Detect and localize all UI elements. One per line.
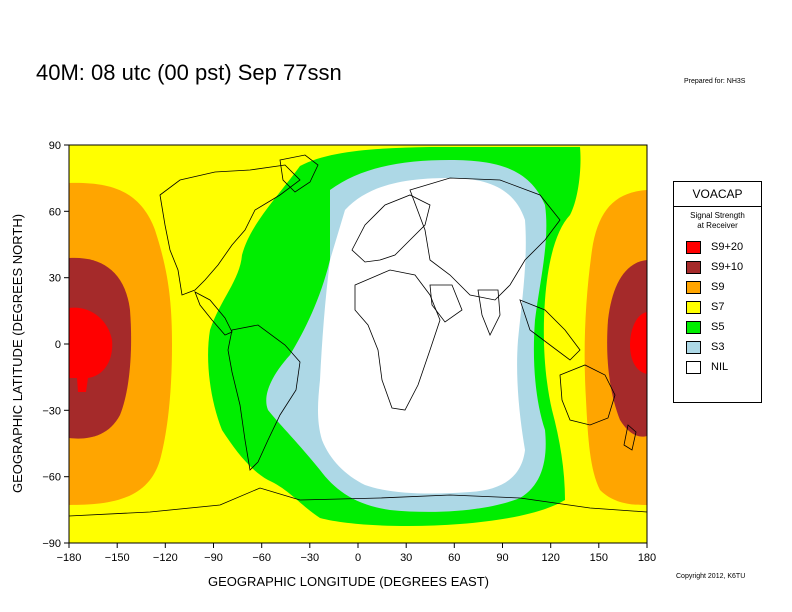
- legend-label: NIL: [711, 361, 729, 373]
- x-tick-labels: −180 −150 −120 −90 −60 −30 0 30 60 90 12…: [57, 552, 657, 564]
- x-tick-label: 30: [400, 552, 412, 564]
- y-tick-label: −90: [42, 538, 61, 550]
- y-tick-label: 90: [49, 140, 61, 152]
- legend-item-s3: S3: [674, 337, 761, 357]
- legend-item-s9p10: S9+10: [674, 257, 761, 277]
- legend-item-s9: S9: [674, 277, 761, 297]
- x-axis-title: GEOGRAPHIC LONGITUDE (DEGREES EAST): [208, 574, 489, 589]
- x-tick-label: 150: [590, 552, 608, 564]
- s9p20-region-east: [630, 312, 647, 374]
- asia-outline: [409, 177, 561, 301]
- y-tick-label: −30: [42, 405, 61, 417]
- legend-title: VOACAP: [674, 182, 761, 207]
- x-tick-label: 0: [355, 552, 361, 564]
- page-title: 40M: 08 utc (00 pst) Sep 77ssn: [36, 60, 342, 85]
- nil-region: [318, 178, 526, 494]
- legend-item-s5: S5: [674, 317, 761, 337]
- arabia-outline: [429, 284, 463, 323]
- y-tick-label: 0: [55, 339, 61, 351]
- southeast-asia-outline: [519, 299, 581, 361]
- central-america-outline: [194, 291, 233, 336]
- australia-outline: [559, 364, 616, 426]
- y-tick-label: 30: [49, 273, 61, 285]
- legend-swatch-s9: [686, 280, 701, 294]
- s9p20-region-west: [69, 307, 113, 392]
- africa-outline: [354, 269, 441, 411]
- legend-label: S9+10: [711, 261, 744, 273]
- antarctica-outline: [69, 487, 647, 517]
- prepared-by-note: Prepared for: NH3S: [684, 78, 746, 85]
- south-america-outline: [227, 324, 301, 471]
- legend-swatch-s3: [686, 340, 701, 354]
- x-tick-label: −120: [153, 552, 178, 564]
- legend: VOACAP Signal Strength at Receiver S9+20…: [673, 181, 762, 403]
- x-tick-label: −90: [204, 552, 223, 564]
- legend-swatch-s9p20: [686, 240, 701, 254]
- legend-swatch-s7: [686, 300, 701, 314]
- map-plot-area: [69, 145, 647, 543]
- continent-outlines: [69, 154, 647, 517]
- legend-subtitle-line2: at Receiver: [697, 221, 738, 230]
- europe-outline: [351, 194, 431, 263]
- y-axis: [64, 144, 69, 544]
- legend-label: S5: [711, 321, 725, 333]
- x-tick-label: 120: [542, 552, 560, 564]
- legend-subtitle-line1: Signal Strength: [690, 211, 745, 220]
- legend-label: S9+20: [711, 241, 744, 253]
- x-tick-label: −30: [300, 552, 319, 564]
- y-axis-title: GEOGRAPHIC LATITUDE (DEGREES NORTH): [10, 213, 25, 493]
- legend-swatch-s9p10: [686, 260, 701, 274]
- legend-item-nil: NIL: [674, 357, 761, 377]
- s9p10-region-east: [607, 260, 647, 437]
- new-zealand-outline: [623, 424, 637, 451]
- x-tick-label: −150: [105, 552, 130, 564]
- x-tick-label: 60: [448, 552, 460, 564]
- north-america-outline: [159, 164, 301, 296]
- x-tick-label: 90: [496, 552, 508, 564]
- india-outline: [477, 289, 501, 336]
- x-tick-label: 180: [638, 552, 656, 564]
- legend-label: S9: [711, 281, 725, 293]
- y-tick-label: 60: [49, 206, 61, 218]
- x-tick-label: −60: [252, 552, 271, 564]
- legend-label: S7: [711, 301, 725, 313]
- x-axis: [68, 543, 648, 548]
- x-tick-label: −180: [57, 552, 82, 564]
- legend-item-s9p20: S9+20: [674, 237, 761, 257]
- copyright-note: Copyright 2012, K6TU: [676, 573, 746, 580]
- legend-item-s7: S7: [674, 297, 761, 317]
- legend-label: S3: [711, 341, 725, 353]
- y-tick-label: −60: [42, 472, 61, 484]
- legend-swatch-s5: [686, 320, 701, 334]
- legend-swatch-nil: [686, 360, 701, 374]
- greenland-outline: [279, 154, 319, 193]
- legend-subtitle: Signal Strength at Receiver: [674, 211, 761, 231]
- y-tick-labels: 90 60 30 0 −30 −60 −90: [42, 140, 61, 550]
